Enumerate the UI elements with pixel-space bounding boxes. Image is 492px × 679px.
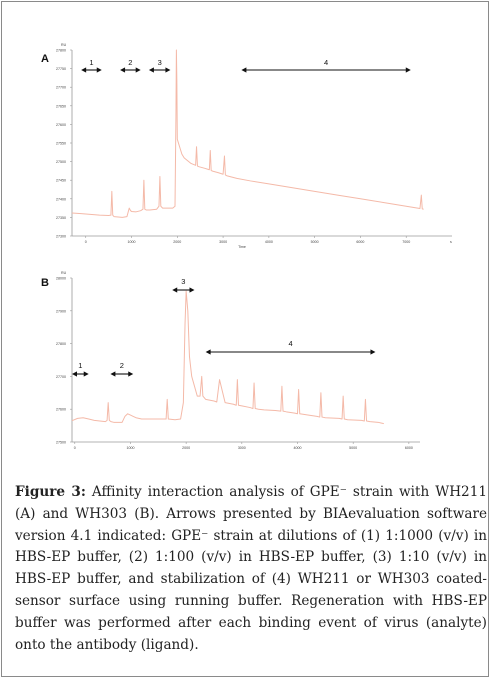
sensorgram-line bbox=[71, 49, 424, 218]
y-tick-label: 27300 bbox=[56, 235, 66, 239]
arrow-head-left bbox=[120, 67, 126, 73]
x-tick-label: 3000 bbox=[238, 446, 246, 450]
arrow-head-left bbox=[148, 67, 154, 73]
figure-label: Figure 3: bbox=[15, 484, 86, 500]
x-tick-label: 7000 bbox=[402, 240, 410, 244]
x-tick-label: 2000 bbox=[173, 240, 181, 244]
arrow-head-left bbox=[81, 67, 87, 73]
x-tick-label: 6000 bbox=[405, 446, 413, 450]
x-tick-label: 4000 bbox=[294, 446, 302, 450]
y-tick-label: 27550 bbox=[56, 142, 66, 146]
y-tick-label: 27450 bbox=[56, 179, 66, 183]
arrow-head-right bbox=[405, 67, 411, 73]
arrow-label: 3 bbox=[181, 277, 185, 286]
arrow-label: 4 bbox=[288, 339, 292, 348]
arrow-head-left bbox=[241, 67, 247, 73]
x-tick-label: 3000 bbox=[219, 240, 227, 244]
y-tick-label: 27600 bbox=[56, 123, 66, 127]
x-unit-label: Time bbox=[238, 245, 246, 249]
arrow-head-right bbox=[189, 287, 195, 293]
y-tick-label: 27600 bbox=[56, 408, 66, 412]
arrow-head-left bbox=[110, 371, 116, 377]
figure-caption: Figure 3: Affinity interaction analysis … bbox=[15, 482, 487, 656]
arrow-label: 4 bbox=[324, 58, 328, 67]
arrow-head-right bbox=[135, 67, 141, 73]
y-tick-label: 27700 bbox=[56, 375, 66, 379]
x-tick-label: 4000 bbox=[265, 240, 273, 244]
arrow-head-right bbox=[370, 349, 376, 355]
y-tick-label: 27800 bbox=[56, 49, 66, 53]
arrow-head-right bbox=[96, 67, 102, 73]
arrow-label: 2 bbox=[128, 58, 132, 67]
y-tick-label: 28000 bbox=[56, 277, 66, 281]
x-tick-label: 2000 bbox=[182, 446, 190, 450]
arrow-head-left bbox=[72, 371, 77, 377]
arrow-label: 3 bbox=[158, 58, 162, 67]
figure-caption-text: Affinity interaction analysis of GPE⁻ st… bbox=[15, 484, 487, 653]
chart-a: 27800 27750 27700 27650 27600 27550 27500 27450… bbox=[56, 43, 452, 249]
arrow-head-right bbox=[165, 67, 171, 73]
x-tick-label: 0 bbox=[85, 240, 87, 244]
sensorgram-line bbox=[71, 290, 384, 425]
chart-b: 28000 27900 27800 27700 27600 27500 RU 0 1000 200… bbox=[56, 271, 420, 450]
y-unit-label: RU bbox=[61, 271, 67, 275]
x-tick-label: 5000 bbox=[349, 446, 357, 450]
y-tick-label: 27900 bbox=[56, 309, 66, 313]
arrow-head-right bbox=[128, 371, 134, 377]
x-tick-label: 1000 bbox=[126, 446, 134, 450]
x-suffix-label: s bbox=[450, 240, 452, 244]
x-tick-label: 5000 bbox=[311, 240, 319, 244]
x-tick-label: 1000 bbox=[128, 240, 136, 244]
panel-b: B 28000 27900 27800 27700 27600 27500 RU 0 1000 2… bbox=[2, 268, 492, 498]
arrow-head-left bbox=[205, 349, 211, 355]
panel-a-letter: A bbox=[41, 53, 49, 65]
y-tick-label: 27500 bbox=[56, 441, 66, 445]
y-tick-label: 27800 bbox=[56, 342, 66, 346]
arrow-head-right bbox=[83, 371, 89, 377]
y-unit-label: RU bbox=[61, 43, 67, 47]
y-tick-label: 27400 bbox=[56, 197, 66, 201]
y-tick-label: 27650 bbox=[56, 104, 66, 108]
panel-a: A 27800 27750 27700 27650 27600 27550 27500 274… bbox=[2, 38, 492, 268]
arrow-label: 1 bbox=[89, 58, 93, 67]
arrow-label: 1 bbox=[78, 361, 82, 370]
arrow-label: 2 bbox=[120, 361, 124, 370]
x-tick-label: 6000 bbox=[356, 240, 364, 244]
x-tick-label: 0 bbox=[74, 446, 76, 450]
y-tick-label: 27350 bbox=[56, 216, 66, 220]
panel-b-letter: B bbox=[41, 277, 49, 289]
y-tick-label: 27700 bbox=[56, 86, 66, 90]
y-tick-label: 27750 bbox=[56, 67, 66, 71]
arrow-head-left bbox=[172, 287, 178, 293]
y-tick-label: 27500 bbox=[56, 160, 66, 164]
